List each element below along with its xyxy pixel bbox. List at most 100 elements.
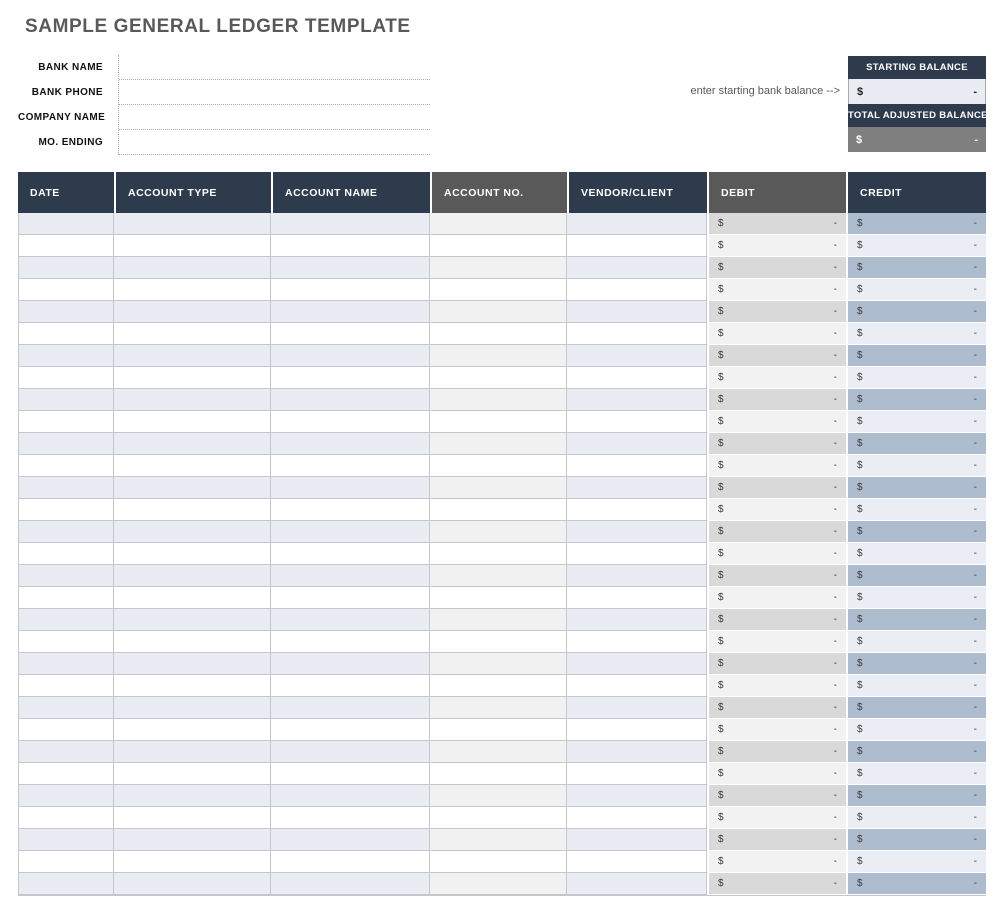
cell-account-no-row-18[interactable]: [430, 587, 567, 609]
cell-credit-row-2[interactable]: $ -: [846, 235, 986, 257]
cell-account-name-row-7[interactable]: [271, 345, 430, 367]
cell-date-row-22[interactable]: [18, 675, 114, 697]
cell-date-row-1[interactable]: [18, 213, 114, 235]
cell-debit-row-9[interactable]: $ -: [707, 389, 846, 411]
cell-credit-row-5[interactable]: $ -: [846, 301, 986, 323]
cell-credit-row-29[interactable]: $ -: [846, 829, 986, 851]
cell-vendor-client-row-30[interactable]: [567, 851, 707, 873]
cell-credit-row-1[interactable]: $ -: [846, 213, 986, 235]
cell-debit-row-17[interactable]: $ -: [707, 565, 846, 587]
cell-credit-row-17[interactable]: $ -: [846, 565, 986, 587]
cell-vendor-client-row-24[interactable]: [567, 719, 707, 741]
cell-account-no-row-29[interactable]: [430, 829, 567, 851]
cell-account-type-row-19[interactable]: [114, 609, 271, 631]
cell-debit-row-11[interactable]: $ -: [707, 433, 846, 455]
cell-date-row-26[interactable]: [18, 763, 114, 785]
cell-vendor-client-row-5[interactable]: [567, 301, 707, 323]
cell-vendor-client-row-18[interactable]: [567, 587, 707, 609]
column-header-account-no[interactable]: ACCOUNT NO.: [430, 172, 567, 213]
cell-vendor-client-row-28[interactable]: [567, 807, 707, 829]
cell-account-type-row-10[interactable]: [114, 411, 271, 433]
starting-balance-cell[interactable]: $ -: [848, 79, 986, 104]
cell-account-type-row-12[interactable]: [114, 455, 271, 477]
cell-date-row-29[interactable]: [18, 829, 114, 851]
column-header-account-type[interactable]: ACCOUNT TYPE: [114, 172, 271, 213]
cell-credit-row-19[interactable]: $ -: [846, 609, 986, 631]
cell-vendor-client-row-2[interactable]: [567, 235, 707, 257]
cell-account-type-row-2[interactable]: [114, 235, 271, 257]
cell-vendor-client-row-31[interactable]: [567, 873, 707, 895]
cell-vendor-client-row-13[interactable]: [567, 477, 707, 499]
cell-debit-row-20[interactable]: $ -: [707, 631, 846, 653]
cell-account-name-row-18[interactable]: [271, 587, 430, 609]
cell-credit-row-8[interactable]: $ -: [846, 367, 986, 389]
cell-credit-row-7[interactable]: $ -: [846, 345, 986, 367]
cell-debit-row-15[interactable]: $ -: [707, 521, 846, 543]
cell-credit-row-30[interactable]: $ -: [846, 851, 986, 873]
column-header-vendor-client[interactable]: VENDOR/CLIENT: [567, 172, 707, 213]
cell-account-type-row-14[interactable]: [114, 499, 271, 521]
column-header-credit[interactable]: CREDIT: [846, 172, 986, 213]
cell-date-row-14[interactable]: [18, 499, 114, 521]
cell-account-no-row-17[interactable]: [430, 565, 567, 587]
cell-account-no-row-24[interactable]: [430, 719, 567, 741]
cell-credit-row-13[interactable]: $ -: [846, 477, 986, 499]
cell-account-type-row-1[interactable]: [114, 213, 271, 235]
cell-account-no-row-21[interactable]: [430, 653, 567, 675]
cell-account-name-row-13[interactable]: [271, 477, 430, 499]
cell-debit-row-12[interactable]: $ -: [707, 455, 846, 477]
cell-debit-row-8[interactable]: $ -: [707, 367, 846, 389]
cell-account-name-row-5[interactable]: [271, 301, 430, 323]
cell-account-no-row-16[interactable]: [430, 543, 567, 565]
cell-credit-row-18[interactable]: $ -: [846, 587, 986, 609]
cell-credit-row-25[interactable]: $ -: [846, 741, 986, 763]
cell-debit-row-28[interactable]: $ -: [707, 807, 846, 829]
cell-account-type-row-15[interactable]: [114, 521, 271, 543]
cell-account-type-row-7[interactable]: [114, 345, 271, 367]
cell-account-no-row-3[interactable]: [430, 257, 567, 279]
cell-debit-row-14[interactable]: $ -: [707, 499, 846, 521]
cell-date-row-12[interactable]: [18, 455, 114, 477]
cell-account-name-row-31[interactable]: [271, 873, 430, 895]
cell-credit-row-24[interactable]: $ -: [846, 719, 986, 741]
cell-vendor-client-row-22[interactable]: [567, 675, 707, 697]
cell-account-name-row-3[interactable]: [271, 257, 430, 279]
form-input-bank-name[interactable]: [119, 55, 430, 80]
cell-account-no-row-11[interactable]: [430, 433, 567, 455]
cell-date-row-5[interactable]: [18, 301, 114, 323]
cell-account-name-row-25[interactable]: [271, 741, 430, 763]
cell-account-type-row-28[interactable]: [114, 807, 271, 829]
cell-credit-row-15[interactable]: $ -: [846, 521, 986, 543]
cell-account-type-row-4[interactable]: [114, 279, 271, 301]
cell-account-type-row-30[interactable]: [114, 851, 271, 873]
cell-credit-row-9[interactable]: $ -: [846, 389, 986, 411]
cell-vendor-client-row-27[interactable]: [567, 785, 707, 807]
cell-debit-row-22[interactable]: $ -: [707, 675, 846, 697]
cell-account-no-row-23[interactable]: [430, 697, 567, 719]
cell-credit-row-3[interactable]: $ -: [846, 257, 986, 279]
cell-account-name-row-8[interactable]: [271, 367, 430, 389]
cell-credit-row-20[interactable]: $ -: [846, 631, 986, 653]
cell-debit-row-27[interactable]: $ -: [707, 785, 846, 807]
cell-account-no-row-13[interactable]: [430, 477, 567, 499]
cell-account-no-row-7[interactable]: [430, 345, 567, 367]
cell-account-type-row-16[interactable]: [114, 543, 271, 565]
cell-account-type-row-22[interactable]: [114, 675, 271, 697]
cell-date-row-27[interactable]: [18, 785, 114, 807]
cell-date-row-13[interactable]: [18, 477, 114, 499]
cell-debit-row-7[interactable]: $ -: [707, 345, 846, 367]
cell-vendor-client-row-15[interactable]: [567, 521, 707, 543]
cell-vendor-client-row-11[interactable]: [567, 433, 707, 455]
cell-account-type-row-25[interactable]: [114, 741, 271, 763]
cell-vendor-client-row-9[interactable]: [567, 389, 707, 411]
cell-credit-row-23[interactable]: $ -: [846, 697, 986, 719]
cell-credit-row-16[interactable]: $ -: [846, 543, 986, 565]
cell-date-row-15[interactable]: [18, 521, 114, 543]
cell-account-no-row-9[interactable]: [430, 389, 567, 411]
cell-account-type-row-27[interactable]: [114, 785, 271, 807]
cell-date-row-25[interactable]: [18, 741, 114, 763]
cell-credit-row-21[interactable]: $ -: [846, 653, 986, 675]
cell-account-name-row-9[interactable]: [271, 389, 430, 411]
cell-debit-row-29[interactable]: $ -: [707, 829, 846, 851]
cell-debit-row-23[interactable]: $ -: [707, 697, 846, 719]
